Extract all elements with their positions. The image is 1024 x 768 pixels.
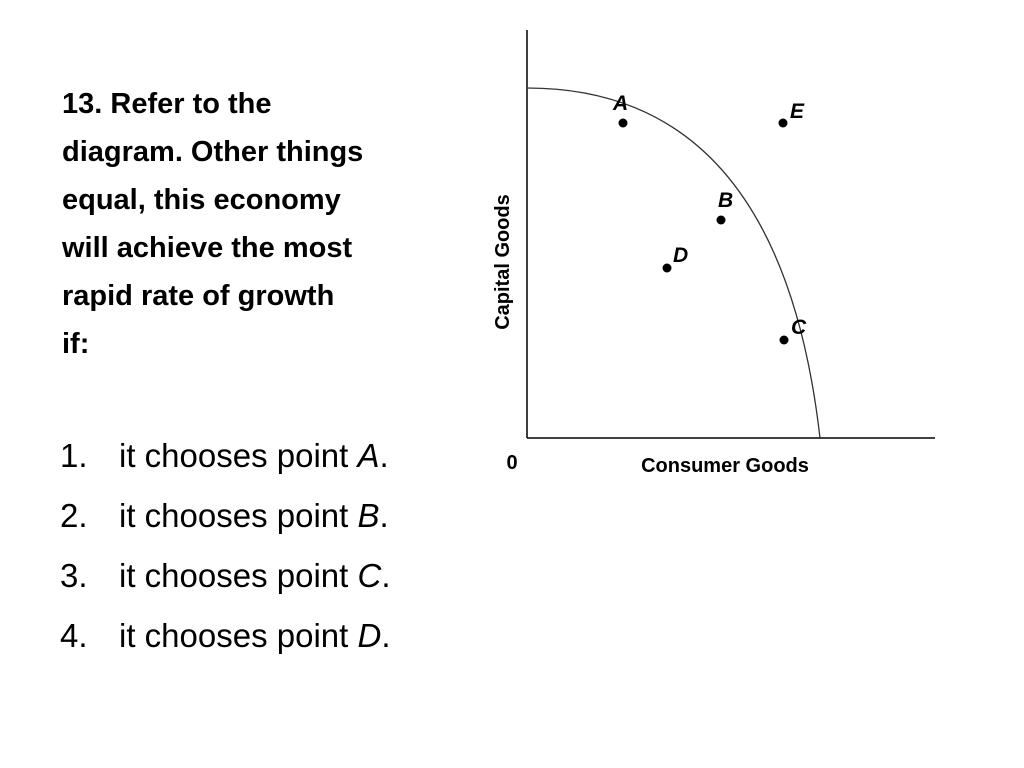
question-line-4: will achieve the most [62,232,353,264]
answer-text: it chooses point [119,617,358,654]
answer-option-4[interactable]: 4. it chooses point D. [60,606,480,666]
point-a-dot [618,118,628,128]
answer-point: C [357,557,382,594]
question-line-2: diagram. Other things [62,136,364,168]
x-axis-label: Consumer Goods [641,455,809,477]
answer-period: . [381,557,391,594]
point-d-dot [662,263,672,273]
ppf-curve [526,87,821,439]
answer-option-2[interactable]: 2. it chooses point B. [60,486,480,546]
point-b-dot [716,215,726,225]
origin-label: 0 [506,452,517,474]
answer-number: 3. [60,557,88,594]
answer-point: A [357,437,380,474]
answer-point: B [357,497,380,534]
answer-period: . [381,617,391,654]
answer-number: 2. [60,497,88,534]
question-line-3: equal, this economy [62,184,341,216]
point-b-label: B [718,189,733,212]
point-e-label: E [790,100,805,123]
question-line-1: 13. Refer to the [62,88,272,120]
point-e-dot [778,118,788,128]
question-line-6: if: [62,328,90,360]
answer-text: it chooses point [119,497,358,534]
question-text: 13. Refer to the diagram. Other things e… [62,80,442,368]
question-line-5: rapid rate of growth [62,280,335,312]
answer-period: . [379,497,389,534]
answer-period: . [379,437,389,474]
answer-option-3[interactable]: 3. it chooses point C. [60,546,480,606]
point-c-dot [779,335,789,345]
answer-text: it chooses point [119,437,358,474]
answer-option-1[interactable]: 1. it chooses point A. [60,426,480,486]
answer-text: it chooses point [119,557,358,594]
point-a-label: A [612,92,628,115]
point-d-label: D [673,244,688,267]
answer-list: 1. it chooses point A. 2. it chooses point… [60,426,480,666]
point-c-label: C [791,316,807,339]
answer-number: 1. [60,437,88,474]
y-axis-label: Capital Goods [492,194,514,330]
answer-point: D [357,617,382,654]
answer-number: 4. [60,617,88,654]
